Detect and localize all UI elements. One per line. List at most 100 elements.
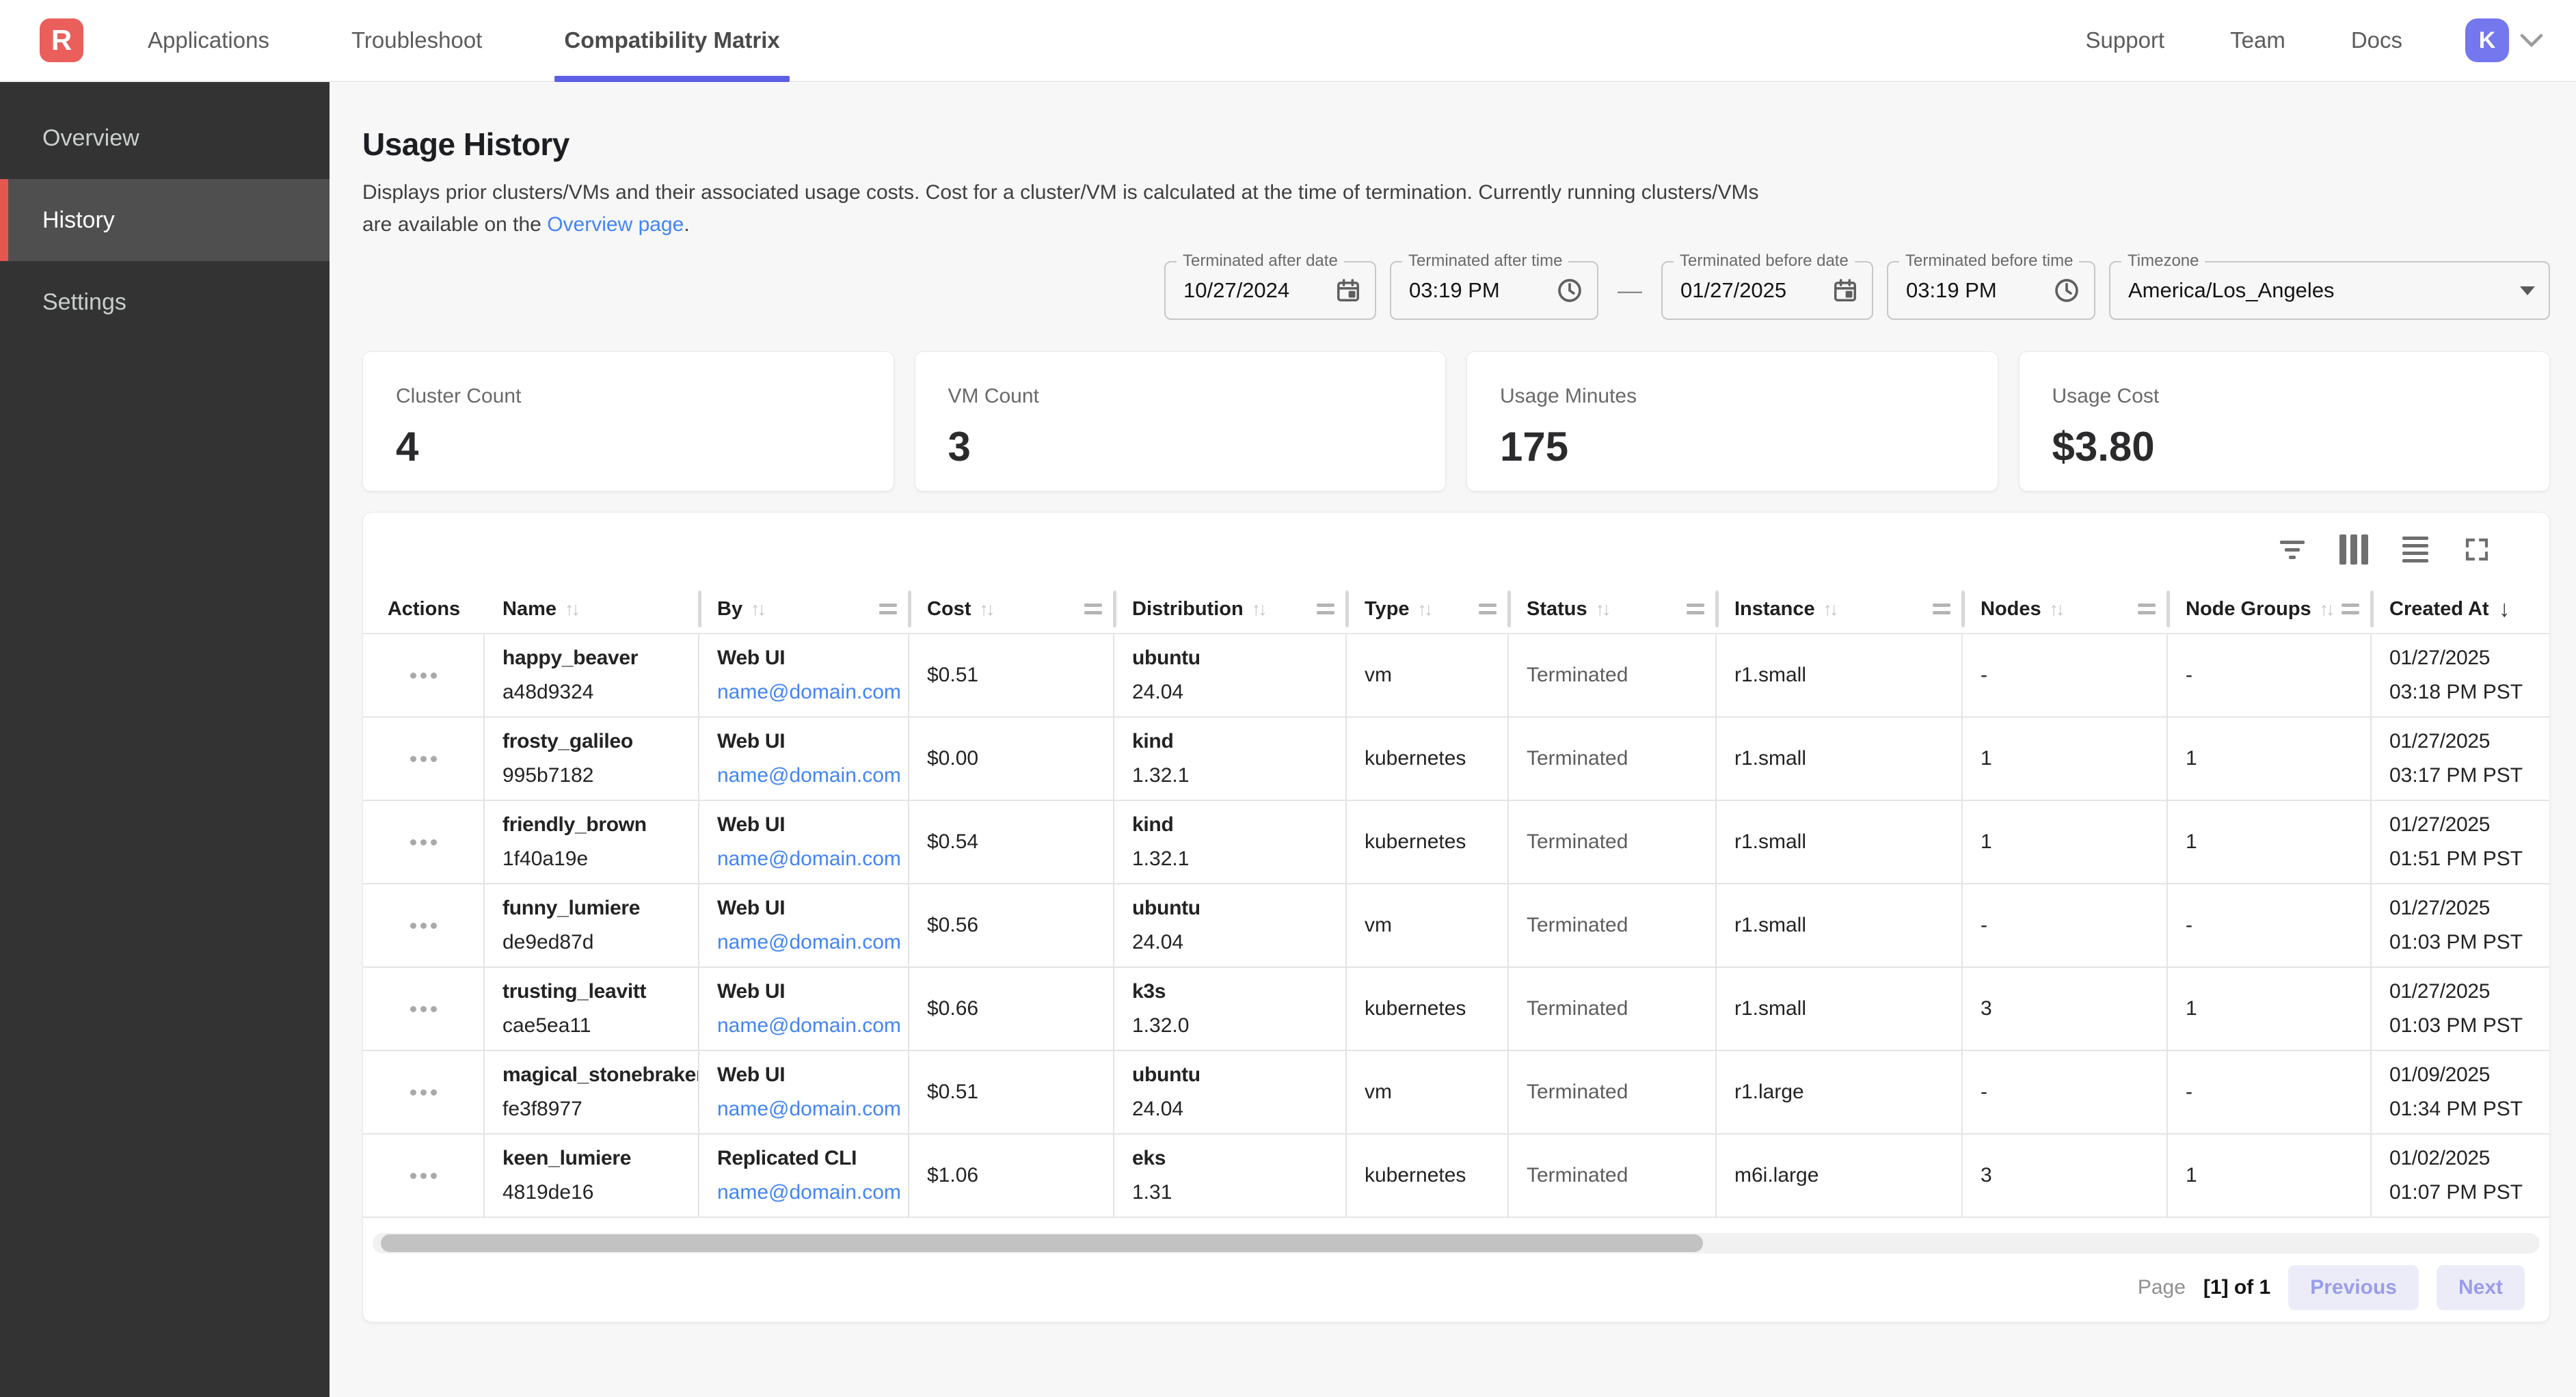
column-separator[interactable] [1345, 591, 1349, 627]
column-separator[interactable] [908, 591, 911, 627]
cost-value: $0.66 [927, 997, 979, 1020]
terminated-after-date-field[interactable]: Terminated after date 10/27/2024 [1164, 252, 1376, 320]
created-by-email-link[interactable]: name@domain.com [717, 764, 901, 787]
instance-cell: r1.large [1717, 1051, 1963, 1133]
row-actions-button[interactable] [403, 749, 444, 769]
column-menu-icon[interactable] [2138, 603, 2156, 614]
sidebar: Overview History Settings [0, 82, 330, 1397]
description-period: . [684, 213, 690, 236]
actions-cell [363, 718, 485, 800]
column-menu-icon[interactable] [1933, 603, 1950, 614]
filter-bar: Terminated after date 10/27/2024 Termina… [362, 252, 2550, 320]
nav-tab-compatibility-matrix[interactable]: Compatibility Matrix [554, 0, 790, 82]
column-header-by[interactable]: By ↑↓ [699, 585, 911, 633]
column-header-name[interactable]: Name ↑↓ [485, 585, 701, 633]
created-by-email-link[interactable]: name@domain.com [717, 931, 901, 953]
created-by-email-link[interactable]: name@domain.com [717, 1098, 901, 1120]
actions-cell [363, 1135, 485, 1217]
column-menu-icon[interactable] [2342, 603, 2359, 614]
brand-logo[interactable]: R [40, 18, 83, 62]
previous-page-button[interactable]: Previous [2288, 1265, 2419, 1310]
stat-value: 4 [396, 424, 419, 470]
column-header-instance[interactable]: Instance ↑↓ [1717, 585, 1965, 633]
row-actions-button[interactable] [403, 1166, 444, 1186]
nav-link-docs[interactable]: Docs [2350, 27, 2402, 53]
column-header-nodes[interactable]: Nodes ↑↓ [1963, 585, 2170, 633]
user-menu[interactable]: K [2465, 18, 2543, 62]
created-by-email-link[interactable]: name@domain.com [717, 847, 901, 870]
nav-tab-applications[interactable]: Applications [148, 27, 269, 53]
next-page-button[interactable]: Next [2436, 1265, 2525, 1310]
timezone-select[interactable]: Timezone America/Los_Angeles [2109, 252, 2550, 320]
created-at-cell: 01/27/2025 03:18 PM PST [2372, 634, 2549, 716]
created-time: 01:34 PM PST [2389, 1098, 2523, 1120]
field-value[interactable]: 03:19 PM [1906, 278, 1997, 302]
overview-page-link[interactable]: Overview page [547, 213, 684, 236]
sort-icon: ↑↓ [2319, 598, 2335, 619]
created-by-email-link[interactable]: name@domain.com [717, 681, 901, 703]
sidebar-item-history[interactable]: History [0, 179, 330, 261]
column-separator[interactable] [2370, 591, 2374, 627]
status-cell: Terminated [1509, 1051, 1717, 1133]
column-separator[interactable] [2166, 591, 2170, 627]
column-separator[interactable] [1113, 591, 1116, 627]
created-by-source: Web UI [717, 980, 786, 1003]
columns-icon[interactable] [2339, 534, 2369, 565]
status-cell: Terminated [1509, 968, 1717, 1050]
dropdown-arrow-icon[interactable] [2520, 286, 2535, 295]
column-menu-icon[interactable] [1479, 603, 1497, 614]
calendar-icon[interactable] [1832, 277, 1858, 303]
created-by-email-link[interactable]: name@domain.com [717, 1181, 901, 1204]
nav-link-team[interactable]: Team [2230, 27, 2285, 53]
field-value[interactable]: America/Los_Angeles [2128, 278, 2335, 302]
column-header-cost[interactable]: Cost ↑↓ [909, 585, 1116, 633]
row-actions-button[interactable] [403, 916, 444, 936]
density-icon[interactable] [2400, 534, 2430, 565]
column-menu-icon[interactable] [879, 603, 897, 614]
column-separator[interactable] [1507, 591, 1511, 627]
nodes-cell: - [1963, 634, 2168, 716]
clock-icon[interactable] [1556, 277, 1583, 304]
row-actions-button[interactable] [403, 1083, 444, 1102]
column-header-status[interactable]: Status ↑↓ [1509, 585, 1719, 633]
column-menu-icon[interactable] [1084, 603, 1102, 614]
nav-tab-troubleshoot[interactable]: Troubleshoot [351, 27, 483, 53]
field-value[interactable]: 10/27/2024 [1183, 278, 1290, 302]
row-actions-button[interactable] [403, 832, 444, 852]
nav-link-support[interactable]: Support [2085, 27, 2165, 53]
column-header-type[interactable]: Type ↑↓ [1347, 585, 1511, 633]
field-value[interactable]: 03:19 PM [1409, 278, 1500, 302]
filter-icon[interactable] [2277, 534, 2307, 565]
fullscreen-icon[interactable] [2462, 534, 2492, 565]
terminated-after-time-field[interactable]: Terminated after time 03:19 PM [1390, 252, 1598, 320]
sidebar-item-overview[interactable]: Overview [42, 124, 139, 151]
created-by-source: Web UI [717, 730, 786, 752]
stat-value: 3 [948, 424, 971, 470]
created-by-email-link[interactable]: name@domain.com [717, 1014, 901, 1037]
row-actions-button[interactable] [403, 666, 444, 686]
field-label: Terminated before date [1674, 252, 1855, 271]
clock-icon[interactable] [2053, 277, 2080, 304]
field-label: Terminated after time [1402, 252, 1569, 271]
nodes-value: 3 [1981, 997, 1992, 1020]
column-header-node-groups[interactable]: Node Groups ↑↓ [2168, 585, 2374, 633]
field-label: Timezone [2121, 252, 2205, 271]
horizontal-scrollbar-track[interactable] [373, 1233, 2540, 1253]
stat-label: Usage Cost [2052, 385, 2160, 407]
column-separator[interactable] [698, 591, 701, 627]
avatar[interactable]: K [2465, 18, 2509, 62]
column-menu-icon[interactable] [1317, 603, 1334, 614]
terminated-before-date-field[interactable]: Terminated before date 01/27/2025 [1661, 252, 1873, 320]
column-menu-icon[interactable] [1687, 603, 1704, 614]
terminated-before-time-field[interactable]: Terminated before time 03:19 PM [1887, 252, 2095, 320]
status-badge: Terminated [1527, 830, 1628, 853]
column-header-distribution[interactable]: Distribution ↑↓ [1114, 585, 1349, 633]
column-separator[interactable] [1961, 591, 1965, 627]
row-actions-button[interactable] [403, 999, 444, 1019]
calendar-icon[interactable] [1335, 277, 1361, 303]
sidebar-item-settings[interactable]: Settings [42, 288, 126, 315]
column-separator[interactable] [1715, 591, 1719, 627]
horizontal-scrollbar-thumb[interactable] [381, 1234, 1703, 1252]
column-label: By [717, 597, 743, 620]
field-value[interactable]: 01/27/2025 [1680, 278, 1787, 302]
